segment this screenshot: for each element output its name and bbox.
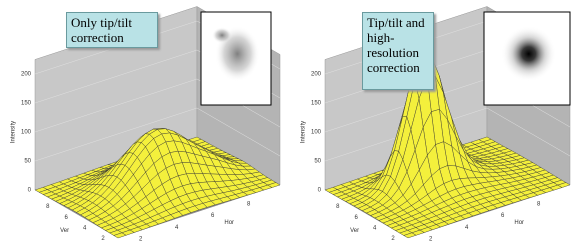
hor-tick-label: 8 [537,201,541,207]
z-tick-label: 200 [311,72,322,78]
z-tick-label: 0 [28,188,32,194]
hor-tick-label: 8 [247,201,251,207]
hor-axis-label: Hor [224,220,234,226]
inset-spot [212,27,232,43]
z-axis-label: Intensity [301,121,307,143]
z-tick-label: 150 [311,101,322,107]
z-tick-label: 50 [314,159,321,165]
panel-label: Tip/tilt and high-resolution correction [362,12,434,90]
ver-axis-label: Ver [350,228,359,234]
inset-spot [501,26,556,82]
ver-tick-label: 6 [65,215,69,221]
hor-axis-label: Hor [514,220,524,226]
hor-tick-label: 4 [175,225,179,231]
hor-tick-label: 6 [211,213,215,219]
ver-tick-label: 8 [46,204,50,210]
ver-tick-label: 4 [83,226,87,232]
ver-tick-label: 6 [355,215,359,221]
z-tick-label: 150 [21,101,32,107]
hor-tick-label: 6 [501,213,505,219]
z-tick-label: 100 [21,130,32,136]
z-axis-label: Intensity [11,121,17,143]
z-tick-label: 50 [24,159,31,165]
hor-tick-label: 4 [465,225,469,231]
ver-tick-label: 2 [391,236,395,242]
ver-tick-label: 2 [101,236,105,242]
hor-tick-label: 2 [429,237,433,243]
ver-tick-label: 8 [336,204,340,210]
panel-label: Only tip/tilt correction [66,12,158,48]
figure: 0 50 100 150 200 Intensity 2 4 6 8 Ver 2 4 6 8 Hor 0 50 10… [0,0,585,244]
hor-tick-label: 2 [139,237,143,243]
ver-tick-label: 4 [373,226,377,232]
z-tick-label: 100 [311,130,322,136]
z-tick-label: 0 [318,188,322,194]
z-tick-label: 200 [21,72,32,78]
ver-axis-label: Ver [60,228,69,234]
